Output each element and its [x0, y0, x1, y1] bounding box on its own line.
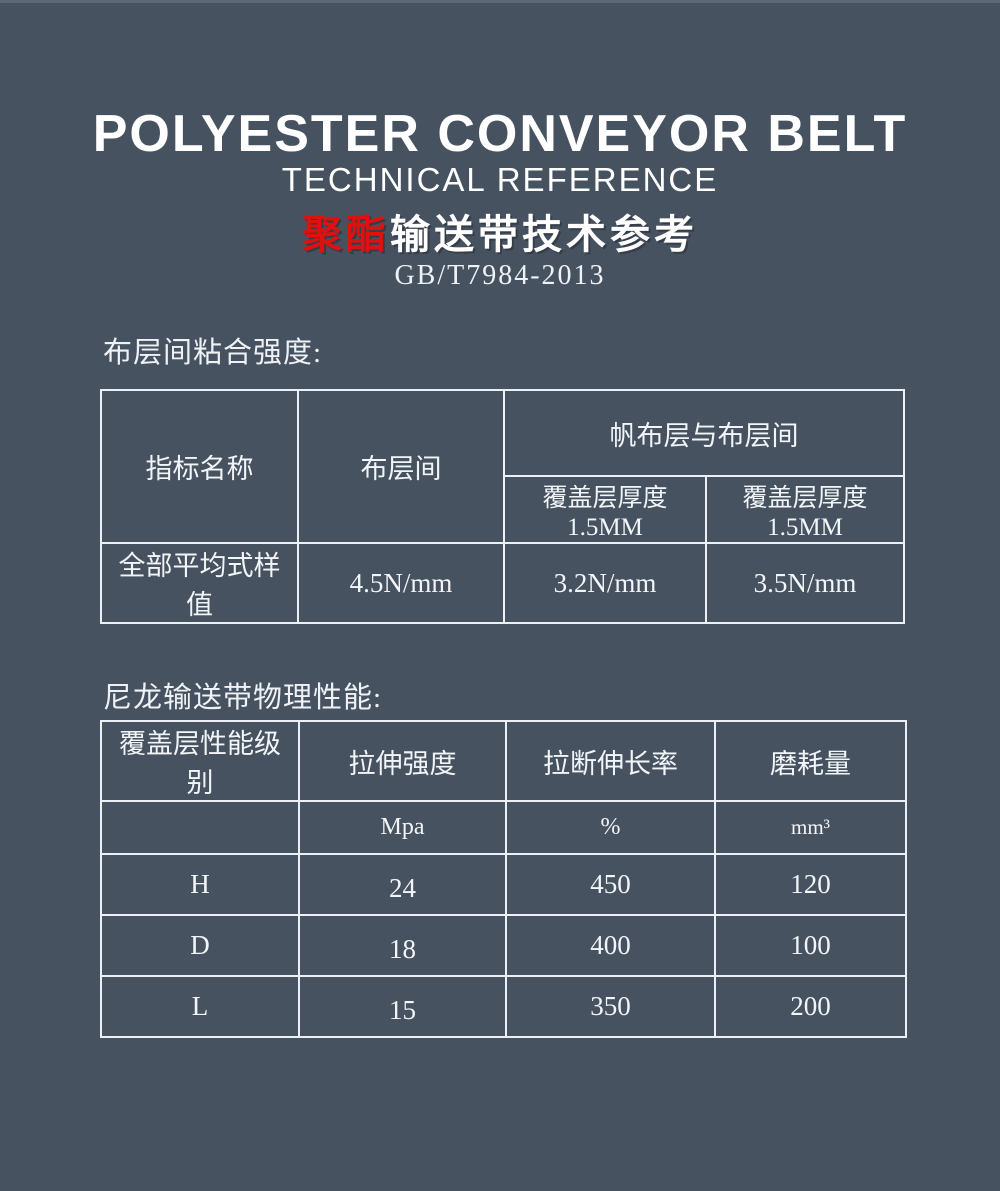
table2-L-tensile: 15 — [298, 975, 507, 1038]
table2-L-abrasion: 200 — [714, 975, 907, 1038]
table1-subheader-cover-thickness-1: 覆盖层厚度1.5MM — [503, 475, 707, 544]
table2-D-abrasion: 100 — [714, 914, 907, 977]
adhesion-strength-table: 指标名称 布层间 帆布层与布层间 覆盖层厚度1.5MM 覆盖层厚度1.5MM 全… — [100, 389, 905, 624]
top-edge-strip — [0, 0, 1000, 3]
section-label-adhesion: 布层间粘合强度: — [103, 337, 323, 369]
chinese-title-main-part: 输送带技术参考 — [390, 212, 698, 258]
table1-cell-cloth-value: 4.5N/mm — [297, 542, 505, 624]
table2-unit-tensile-strength: Mpa — [298, 800, 507, 855]
table2-header-elongation: 拉断伸长率 — [505, 720, 716, 802]
table2-L-elongation: 350 — [505, 975, 716, 1038]
table2-grade-D: D — [100, 914, 300, 977]
table2-D-tensile: 18 — [298, 914, 507, 977]
table2-unit-abrasion: mm³ — [714, 800, 907, 855]
table2-H-elongation: 450 — [505, 853, 716, 916]
table2-H-tensile: 24 — [298, 853, 507, 916]
table1-header-canvas-group: 帆布层与布层间 — [503, 389, 905, 477]
table1-cell-cover-value-2: 3.5N/mm — [705, 542, 905, 624]
table1-header-indicator-name: 指标名称 — [100, 389, 299, 544]
physical-properties-table: 覆盖层性能级别 拉伸强度 拉断伸长率 磨耗量 Mpa % mm³ H 24 45… — [100, 720, 907, 1038]
chinese-title-red-part: 聚酯 — [302, 212, 390, 258]
chinese-title: 聚酯输送带技术参考 — [0, 212, 1000, 258]
table1-cell-average-sample: 全部平均式样值 — [100, 542, 299, 624]
table2-H-abrasion: 120 — [714, 853, 907, 916]
page-title: POLYESTER CONVEYOR BELT — [92, 105, 908, 163]
table2-D-elongation: 400 — [505, 914, 716, 977]
section-label-physical-properties: 尼龙输送带物理性能: — [103, 682, 383, 714]
table1-header-cloth-layer: 布层间 — [297, 389, 505, 544]
table1-subheader-cover-thickness-2: 覆盖层厚度1.5MM — [705, 475, 905, 544]
table1-cell-cover-value-1: 3.2N/mm — [503, 542, 707, 624]
table2-unit-elongation: % — [505, 800, 716, 855]
standard-code: GB/T7984-2013 — [394, 260, 606, 291]
page-subtitle: TECHNICAL REFERENCE — [281, 161, 719, 198]
table2-header-abrasion: 磨耗量 — [714, 720, 907, 802]
table2-grade-L: L — [100, 975, 300, 1038]
table2-unit-grade — [100, 800, 300, 855]
table2-grade-H: H — [100, 853, 300, 916]
table2-header-tensile-strength: 拉伸强度 — [298, 720, 507, 802]
table2-header-grade: 覆盖层性能级别 — [100, 720, 300, 802]
